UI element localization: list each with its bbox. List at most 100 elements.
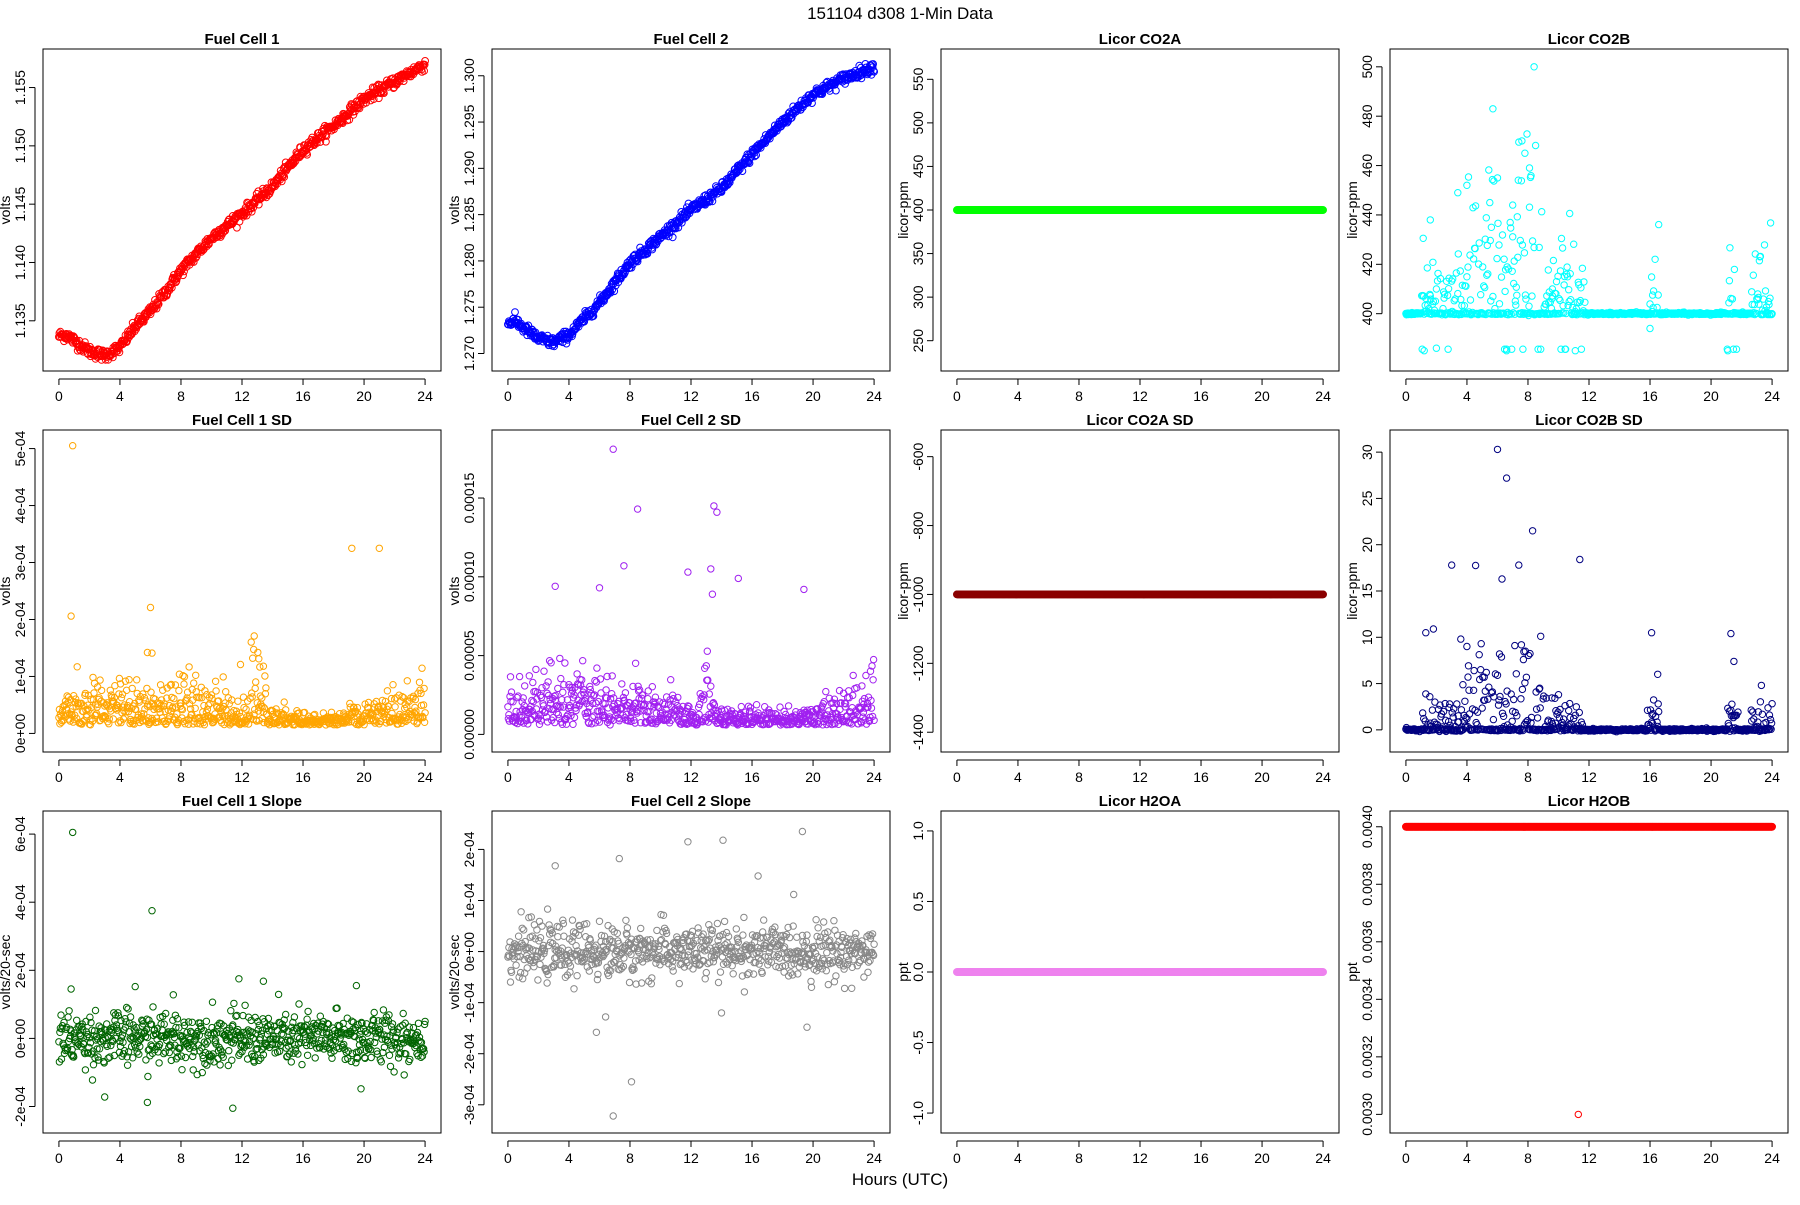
data-point xyxy=(192,705,198,711)
x-tick-label: 8 xyxy=(177,388,185,404)
x-tick-label: 12 xyxy=(234,769,250,785)
x-tick-label: 8 xyxy=(177,769,185,785)
data-point xyxy=(376,545,382,551)
data-point xyxy=(850,672,856,678)
data-point xyxy=(70,443,76,449)
data-point xyxy=(1522,150,1528,156)
data-point xyxy=(171,695,177,701)
data-point xyxy=(186,664,192,670)
y-tick-label: 420 xyxy=(1359,252,1375,276)
data-point xyxy=(148,689,154,695)
y-tick-label: 1.150 xyxy=(12,128,28,163)
data-point xyxy=(1496,301,1502,307)
data-point xyxy=(533,666,539,672)
y-tick-label: 400 xyxy=(910,198,926,222)
data-point xyxy=(1499,232,1505,238)
x-tick-label: 8 xyxy=(1524,388,1532,404)
data-point xyxy=(223,689,229,695)
panel-title: Fuel Cell 1 SD xyxy=(192,412,292,429)
data-point xyxy=(1464,182,1470,188)
x-tick-label: 4 xyxy=(565,388,573,404)
data-point xyxy=(516,673,522,679)
data-point xyxy=(545,679,551,685)
data-point xyxy=(594,665,600,671)
x-tick-label: 24 xyxy=(866,388,882,404)
x-tick-label: 20 xyxy=(356,769,372,785)
y-tick-label: 1.280 xyxy=(461,243,477,278)
y-tick-label: 450 xyxy=(910,155,926,179)
data-point xyxy=(1513,302,1519,308)
data-point xyxy=(801,586,807,592)
data-point xyxy=(735,575,741,581)
data-point xyxy=(708,566,714,572)
data-point xyxy=(603,687,609,693)
data-point xyxy=(1502,288,1508,294)
data-point xyxy=(1557,268,1563,274)
data-point xyxy=(1478,292,1484,298)
data-point xyxy=(1726,278,1732,284)
data-point xyxy=(1445,346,1451,352)
x-tick-label: 12 xyxy=(683,769,699,785)
data-points xyxy=(56,58,429,364)
y-tick-label: 5e-04 xyxy=(12,430,28,466)
data-point xyxy=(530,679,536,685)
data-point xyxy=(1510,202,1516,208)
data-point xyxy=(610,446,616,452)
y-tick-label: 500 xyxy=(910,111,926,135)
data-point xyxy=(1524,131,1530,137)
data-point xyxy=(240,694,246,700)
data-point xyxy=(1568,297,1574,303)
data-point xyxy=(1566,287,1572,293)
data-point xyxy=(1761,242,1767,248)
data-point xyxy=(1483,215,1489,221)
panel-title: Fuel Cell 2 xyxy=(653,31,728,48)
data-point xyxy=(147,604,153,610)
data-point xyxy=(1647,325,1653,331)
data-point xyxy=(708,683,714,689)
data-point xyxy=(1424,265,1430,271)
data-point xyxy=(1496,242,1502,248)
data-point xyxy=(202,688,208,694)
data-point xyxy=(1457,268,1463,274)
data-point xyxy=(1529,293,1535,299)
data-point xyxy=(522,683,528,689)
x-tick-label: 20 xyxy=(805,769,821,785)
x-tick-label: 16 xyxy=(744,769,760,785)
y-axis-label: licor-ppm xyxy=(1344,181,1360,239)
data-point xyxy=(1521,250,1527,256)
data-points xyxy=(505,446,878,728)
x-tick-label: 20 xyxy=(1254,388,1270,404)
data-point xyxy=(1419,346,1425,352)
data-point xyxy=(1501,256,1507,262)
y-tick-label: 1.140 xyxy=(12,245,28,280)
data-point xyxy=(1433,286,1439,292)
data-point xyxy=(1455,190,1461,196)
data-point xyxy=(668,677,674,683)
data-point xyxy=(243,706,249,712)
y-axis-label: licor-ppm xyxy=(895,181,911,239)
data-point xyxy=(1487,199,1493,205)
data-point xyxy=(1494,255,1500,261)
data-points xyxy=(954,591,1327,598)
y-axis-label: volts xyxy=(0,196,13,225)
y-axis-label: volts xyxy=(446,196,462,225)
data-point xyxy=(1558,235,1564,241)
data-point xyxy=(1433,345,1439,351)
data-point xyxy=(546,658,552,664)
data-point xyxy=(191,680,197,686)
data-point xyxy=(134,677,140,683)
data-point xyxy=(1476,240,1482,246)
data-point xyxy=(539,685,545,691)
data-point xyxy=(1652,256,1658,262)
x-tick-label: 24 xyxy=(1764,388,1780,404)
x-tick-label: 0 xyxy=(55,388,63,404)
data-point xyxy=(512,309,519,316)
data-point xyxy=(1465,264,1471,270)
data-point xyxy=(704,648,710,654)
x-tick-label: 0 xyxy=(953,388,961,404)
data-point xyxy=(1531,64,1537,70)
